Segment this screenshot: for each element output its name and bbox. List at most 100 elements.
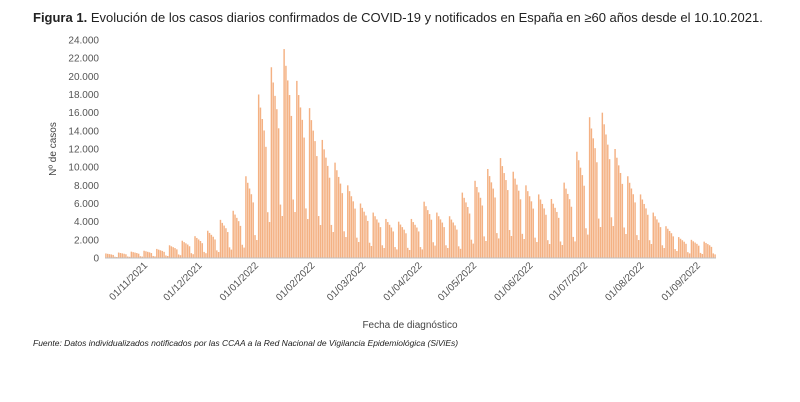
bar	[139, 256, 142, 258]
bar	[643, 203, 645, 258]
bar	[176, 249, 178, 258]
bar	[645, 208, 647, 258]
x-tick-label: 01/03/2022	[325, 260, 368, 303]
bar	[132, 252, 134, 258]
x-tick-label: 01/12/2021	[162, 260, 205, 303]
bar	[241, 244, 244, 258]
bar	[330, 224, 333, 258]
bar	[494, 197, 496, 258]
bar	[119, 252, 122, 258]
bar	[376, 219, 378, 258]
bar	[172, 247, 174, 258]
y-tick-label: 8.000	[74, 181, 99, 192]
figure-title-text: Evolución de los casos diarios confirmad…	[90, 10, 763, 25]
bar	[465, 202, 467, 258]
y-tick-label: 12.000	[68, 145, 99, 156]
bar	[163, 251, 165, 258]
bar	[516, 184, 518, 258]
bar	[683, 241, 685, 258]
bar	[603, 124, 605, 258]
bar	[530, 201, 533, 258]
bar	[157, 249, 160, 258]
bar	[347, 185, 349, 258]
bar	[563, 182, 565, 258]
bar	[310, 120, 313, 259]
bar	[677, 237, 680, 258]
bar	[365, 215, 367, 258]
bar	[499, 158, 502, 258]
bar	[630, 188, 633, 258]
bar	[579, 167, 582, 258]
bar	[472, 243, 474, 258]
bar	[190, 253, 193, 258]
bar	[314, 141, 316, 258]
bar	[428, 214, 431, 258]
y-tick-label: 0	[93, 254, 99, 265]
bar	[550, 198, 553, 258]
bar	[267, 212, 269, 258]
bar	[519, 199, 522, 258]
bar	[528, 196, 531, 258]
bar	[539, 199, 542, 258]
y-tick-label: 4.000	[74, 217, 99, 228]
bar	[250, 194, 253, 258]
bar	[343, 231, 345, 258]
bar	[712, 253, 714, 258]
bar	[521, 233, 524, 258]
bar	[294, 212, 296, 258]
bar	[221, 222, 224, 258]
bar	[507, 190, 509, 258]
bar	[492, 188, 494, 258]
bar	[450, 219, 453, 258]
bar	[396, 249, 398, 258]
bar	[639, 194, 642, 258]
bar	[421, 249, 424, 258]
bar	[154, 256, 156, 258]
bar	[287, 80, 289, 258]
bar	[667, 228, 669, 258]
bar	[117, 252, 120, 258]
bar	[276, 109, 278, 258]
bar	[168, 245, 171, 258]
bar	[219, 219, 222, 258]
bar	[627, 176, 629, 258]
bar	[108, 254, 111, 258]
bar	[565, 188, 567, 258]
bar	[339, 183, 342, 258]
bar	[348, 191, 351, 258]
bar	[148, 252, 151, 258]
bar	[545, 214, 547, 258]
bar	[199, 241, 202, 258]
bar	[525, 185, 527, 258]
bar	[205, 253, 207, 258]
bar	[654, 216, 656, 258]
bar	[625, 234, 627, 258]
bar	[367, 220, 369, 258]
bar	[414, 224, 416, 258]
bar	[510, 236, 513, 258]
bar	[256, 240, 258, 258]
bar	[661, 245, 664, 258]
bar	[261, 119, 264, 258]
bar	[476, 186, 478, 258]
bar	[403, 229, 405, 258]
bar	[670, 233, 673, 258]
bar	[121, 253, 123, 258]
bar	[479, 197, 482, 258]
bar	[452, 222, 454, 258]
bar	[225, 228, 227, 258]
bar	[534, 237, 536, 258]
bar	[156, 248, 158, 258]
bar	[547, 240, 549, 258]
bar	[483, 236, 485, 258]
bar	[136, 253, 138, 258]
bar	[514, 178, 516, 258]
bar	[425, 206, 427, 258]
x-tick-label: 01/08/2022	[603, 260, 646, 303]
bar	[150, 253, 153, 258]
bar	[127, 256, 129, 258]
bar	[394, 247, 396, 258]
bar	[285, 65, 287, 258]
bar	[354, 208, 356, 258]
bar	[432, 242, 434, 258]
